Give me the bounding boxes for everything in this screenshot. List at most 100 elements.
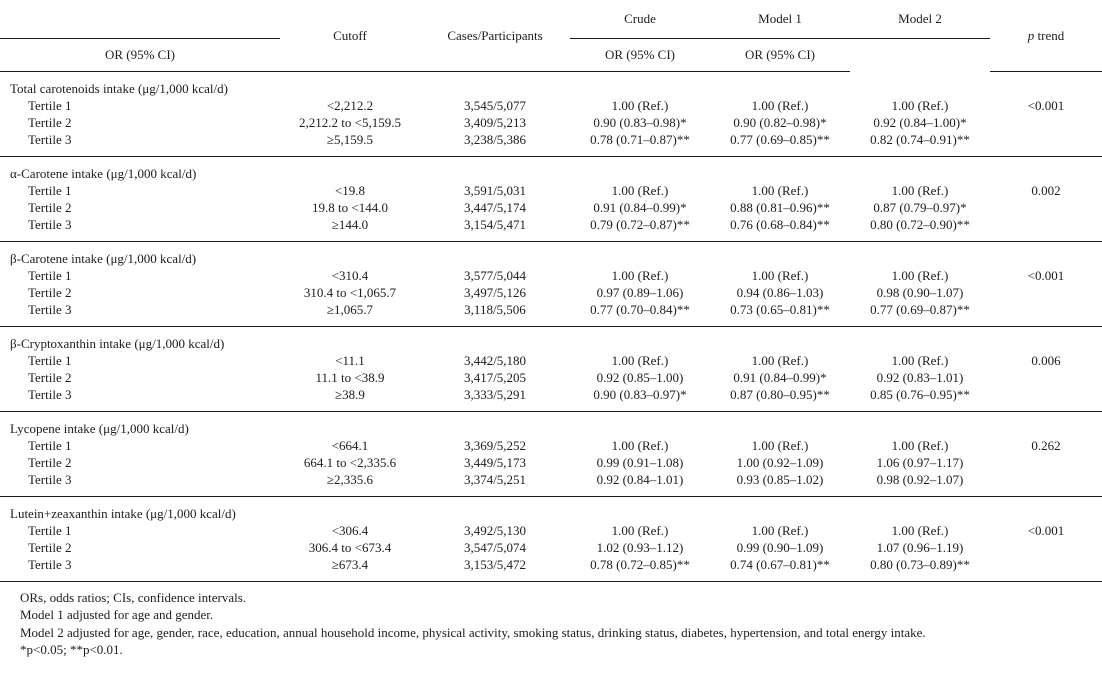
header-cutoff: Cutoff — [280, 0, 420, 72]
cell-cases: 3,591/5,031 — [463, 182, 527, 198]
cell-tertile-label: Tertile 1 — [28, 522, 72, 538]
cell-or-model1: 0.88 (0.81–0.96)** — [730, 199, 830, 215]
cell-cutoff: 2,212.2 to <5,159.5 — [299, 114, 401, 130]
cell-or-model1: 0.94 (0.86–1.03) — [736, 284, 824, 300]
cell-or-model1: 0.99 (0.90–1.09) — [736, 539, 824, 555]
cell-or-model1: 1.00 (Ref.) — [751, 182, 809, 198]
cell-p-trend-empty — [990, 130, 1102, 157]
cell-tertile-label: Tertile 2 — [28, 199, 72, 215]
table-row: Tertile 3 ≥1,065.7 3,118/5,506 0.77 (0.7… — [0, 300, 1102, 327]
cell-tertile-label: Tertile 2 — [28, 369, 72, 385]
table-row: Tertile 1 <19.8 3,591/5,031 1.00 (Ref.) … — [0, 182, 1102, 199]
cell-or-model1: 0.77 (0.69–0.85)** — [710, 130, 850, 157]
cell-p-trend: 0.002 — [1031, 182, 1061, 198]
cell-or-crude: 0.99 (0.91–1.08) — [596, 454, 684, 470]
footnote-model1: Model 1 adjusted for age and gender. — [20, 607, 214, 622]
cell-or-crude: 0.97 (0.89–1.06) — [596, 284, 684, 300]
cell-or-model1: 0.74 (0.67–0.81)** — [710, 555, 850, 582]
cell-or-crude: 1.00 (Ref.) — [611, 352, 669, 368]
header-blank — [0, 0, 280, 39]
cell-tertile-label: Tertile 1 — [28, 352, 72, 368]
cell-cases: 3,417/5,205 — [463, 369, 527, 385]
footnote-significance: *p<0.05; **p<0.01. — [20, 642, 123, 657]
table-row: Tertile 1 <2,212.2 3,545/5,077 1.00 (Ref… — [0, 97, 1102, 114]
cell-cases: 3,153/5,472 — [420, 555, 570, 582]
table-row: Tertile 3 ≥144.0 3,154/5,471 0.79 (0.72–… — [0, 215, 1102, 242]
cell-tertile-label: Tertile 2 — [28, 284, 72, 300]
cell-p-trend: <0.001 — [1027, 267, 1065, 283]
cell-or-model2: 0.85 (0.76–0.95)** — [850, 385, 990, 412]
table-row: Tertile 3 ≥673.4 3,153/5,472 0.78 (0.72–… — [0, 555, 1102, 582]
cell-tertile-label: Tertile 2 — [28, 114, 72, 130]
cell-cases: 3,449/5,173 — [463, 454, 527, 470]
cell-p-trend-empty — [990, 300, 1102, 327]
cell-or-model1: 1.00 (Ref.) — [751, 267, 809, 283]
cell-tertile-label: Tertile 1 — [28, 182, 72, 198]
table-row: Tertile 2 11.1 to <38.9 3,417/5,205 0.92… — [0, 369, 1102, 386]
header-crude: Crude — [570, 0, 710, 39]
cell-cutoff: <664.1 — [331, 437, 369, 453]
cell-or-crude: 1.00 (Ref.) — [611, 97, 669, 113]
cell-or-model2: 1.00 (Ref.) — [891, 182, 949, 198]
section-title: β-Cryptoxanthin intake (μg/1,000 kcal/d) — [10, 335, 225, 351]
cell-cases: 3,374/5,251 — [420, 470, 570, 497]
table-row: Tertile 2 306.4 to <673.4 3,547/5,074 1.… — [0, 539, 1102, 556]
cell-or-crude: 1.00 (Ref.) — [611, 267, 669, 283]
cell-tertile-label: Tertile 3 — [0, 130, 280, 157]
cell-or-model1: 0.76 (0.68–0.84)** — [710, 215, 850, 242]
cell-cases: 3,492/5,130 — [463, 522, 527, 538]
cell-p-trend: <0.001 — [1027, 522, 1065, 538]
footnote-abbreviations: ORs, odds ratios; CIs, confidence interv… — [20, 589, 247, 605]
cell-p-trend-empty — [990, 470, 1102, 497]
table-row: Tertile 1 <664.1 3,369/5,252 1.00 (Ref.)… — [0, 437, 1102, 454]
table-row: Tertile 2 310.4 to <1,065.7 3,497/5,126 … — [0, 284, 1102, 301]
cell-or-crude: 0.92 (0.84–1.01) — [570, 470, 710, 497]
section-beta-carotene: β-Carotene intake (μg/1,000 kcal/d) Tert… — [0, 241, 1102, 327]
cell-tertile-label: Tertile 3 — [0, 300, 280, 327]
cell-tertile-label: Tertile 3 — [0, 470, 280, 497]
cell-or-model1: 1.00 (Ref.) — [751, 522, 809, 538]
p-trend-italic-p: p — [1027, 27, 1035, 43]
cell-tertile-label: Tertile 1 — [28, 437, 72, 453]
cell-or-model1: 0.90 (0.82–0.98)* — [733, 114, 827, 130]
cell-p-trend-empty — [990, 369, 1102, 386]
cell-cases: 3,409/5,213 — [463, 114, 527, 130]
cell-tertile-label: Tertile 3 — [0, 215, 280, 242]
cell-or-crude: 0.78 (0.72–0.85)** — [570, 555, 710, 582]
table-row: Tertile 3 ≥38.9 3,333/5,291 0.90 (0.83–0… — [0, 385, 1102, 412]
cell-or-model2: 1.00 (Ref.) — [891, 97, 949, 113]
section-lycopene: Lycopene intake (μg/1,000 kcal/d) Tertil… — [0, 411, 1102, 497]
subheader-or-ci-model2: OR (95% CI) — [710, 38, 850, 72]
cell-cutoff: 306.4 to <673.4 — [308, 539, 392, 555]
cell-or-crude: 0.78 (0.71–0.87)** — [570, 130, 710, 157]
cell-cutoff: 11.1 to <38.9 — [315, 369, 385, 385]
cell-or-crude: 1.00 (Ref.) — [611, 522, 669, 538]
header-model-1: Model 1 — [710, 0, 850, 39]
cell-or-crude: 0.90 (0.83–0.97)* — [570, 385, 710, 412]
cell-or-crude: 0.92 (0.85–1.00) — [596, 369, 684, 385]
cell-cases: 3,118/5,506 — [420, 300, 570, 327]
cell-cutoff: <306.4 — [331, 522, 369, 538]
cell-cutoff: <310.4 — [331, 267, 369, 283]
cell-or-model2: 1.00 (Ref.) — [891, 437, 949, 453]
cell-or-model1: 1.00 (Ref.) — [751, 352, 809, 368]
section-lutein-zeaxanthin: Lutein+zeaxanthin intake (μg/1,000 kcal/… — [0, 496, 1102, 582]
cell-cases: 3,154/5,471 — [420, 215, 570, 242]
cell-cutoff: <19.8 — [334, 182, 366, 198]
cell-or-model2: 0.92 (0.84–1.00)* — [873, 114, 967, 130]
cell-tertile-label: Tertile 2 — [28, 454, 72, 470]
section-title: Lycopene intake (μg/1,000 kcal/d) — [10, 420, 189, 436]
section-title: Total carotenoids intake (μg/1,000 kcal/… — [10, 80, 228, 96]
cell-cutoff: ≥38.9 — [280, 385, 420, 412]
cell-cutoff: 664.1 to <2,335.6 — [303, 454, 397, 470]
cell-cases: 3,238/5,386 — [420, 130, 570, 157]
cell-tertile-label: Tertile 1 — [28, 267, 72, 283]
section-total-carotenoids: Total carotenoids intake (μg/1,000 kcal/… — [0, 71, 1102, 157]
cell-tertile-label: Tertile 1 — [28, 97, 72, 113]
cell-cutoff: 310.4 to <1,065.7 — [303, 284, 397, 300]
table-footnotes: ORs, odds ratios; CIs, confidence interv… — [0, 582, 1102, 659]
cell-or-model2: 1.00 (Ref.) — [891, 267, 949, 283]
cell-cases: 3,447/5,174 — [463, 199, 527, 215]
cell-cutoff: ≥673.4 — [280, 555, 420, 582]
table-row: Tertile 1 <310.4 3,577/5,044 1.00 (Ref.)… — [0, 267, 1102, 284]
